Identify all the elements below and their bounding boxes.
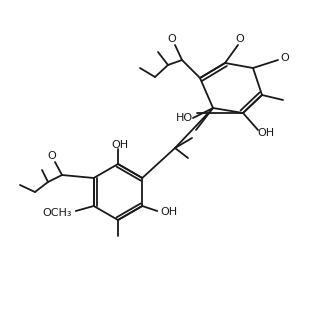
- Text: OCH₃: OCH₃: [42, 208, 72, 218]
- Text: O: O: [236, 34, 244, 44]
- Text: OH: OH: [258, 128, 274, 138]
- Text: OH: OH: [160, 207, 177, 217]
- Text: HO: HO: [176, 113, 193, 123]
- Text: O: O: [48, 151, 56, 161]
- Text: O: O: [168, 34, 176, 44]
- Text: OH: OH: [111, 140, 128, 150]
- Text: O: O: [280, 53, 289, 63]
